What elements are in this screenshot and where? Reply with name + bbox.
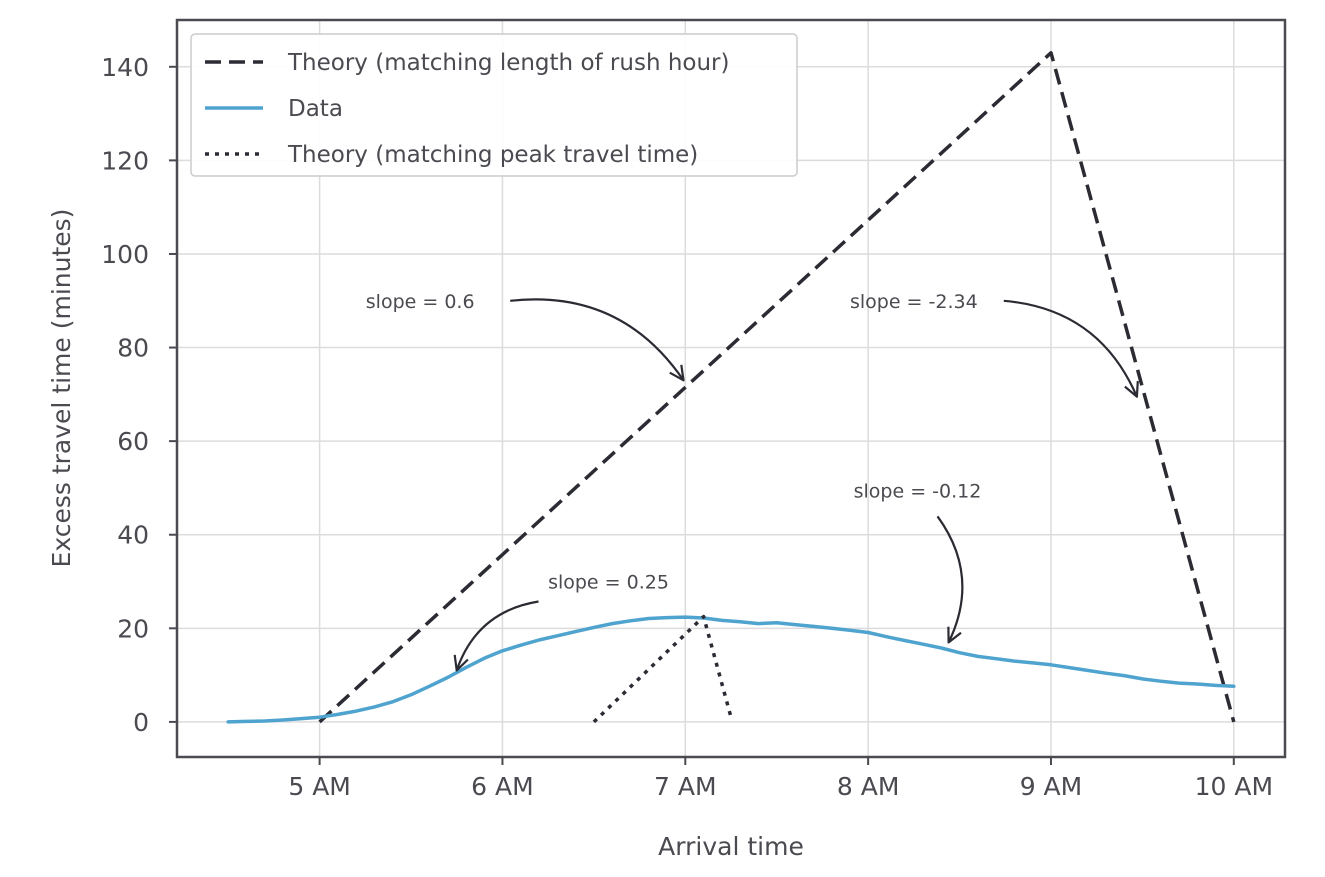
- annotation-label: slope = -0.12: [854, 480, 982, 502]
- legend: Theory (matching length of rush hour) Dat…: [190, 33, 798, 177]
- legend-label: Theory (matching length of rush hour): [287, 50, 729, 76]
- annotation-arrowhead: [1124, 381, 1139, 398]
- y-axis: 0 20 40 60 80 100 120 140: [101, 53, 177, 737]
- x-tick-label: 6 AM: [471, 772, 534, 801]
- series-layer: [226, 51, 1236, 724]
- annotation-arrow: [510, 298, 685, 381]
- y-tick-label: 80: [117, 334, 149, 363]
- legend-label: Data: [288, 96, 343, 122]
- annotation-label: slope = -2.34: [850, 291, 978, 313]
- legend-label: Theory (matching peak travel time): [287, 142, 698, 168]
- x-tick-label: 7 AM: [654, 772, 717, 801]
- y-axis-label: Excess travel time (minutes): [47, 209, 76, 568]
- x-axis-label: Arrival time: [658, 832, 804, 861]
- y-tick-label: 140: [101, 53, 149, 82]
- x-tick-label: 9 AM: [1020, 772, 1083, 801]
- annotation-label: slope = 0.25: [548, 572, 669, 594]
- y-tick-label: 120: [101, 146, 149, 175]
- x-tick-label: 8 AM: [837, 772, 900, 801]
- series-theory-peak-line: [592, 614, 733, 724]
- y-tick-label: 20: [117, 614, 149, 643]
- x-tick-label: 10 AM: [1195, 772, 1273, 801]
- annotation-arrowhead: [669, 364, 685, 382]
- series-data-line: [226, 615, 1236, 724]
- annotation-arrowhead: [453, 654, 469, 672]
- plot-frame: [175, 18, 1287, 759]
- legend-box: [190, 33, 798, 177]
- annotation-arrow: [1003, 299, 1138, 398]
- x-tick-label: 5 AM: [288, 772, 351, 801]
- y-tick-label: 40: [117, 521, 149, 550]
- annotation-label: slope = 0.6: [366, 291, 475, 313]
- x-axis: 5 AM 6 AM 7 AM 8 AM 9 AM 10 AM: [288, 757, 1273, 801]
- annotation-layer: slope = 0.6 slope = -2.34 slope = -0.12 slo…: [366, 291, 1139, 672]
- series-theory-rush-hour-line: [318, 51, 1236, 724]
- annotation-arrowhead: [947, 626, 962, 644]
- y-tick-label: 60: [117, 427, 149, 456]
- annotation-arrow: [455, 600, 539, 671]
- y-tick-label: 100: [101, 240, 149, 269]
- annotation-arrow: [936, 515, 964, 643]
- y-tick-label: 0: [133, 708, 149, 737]
